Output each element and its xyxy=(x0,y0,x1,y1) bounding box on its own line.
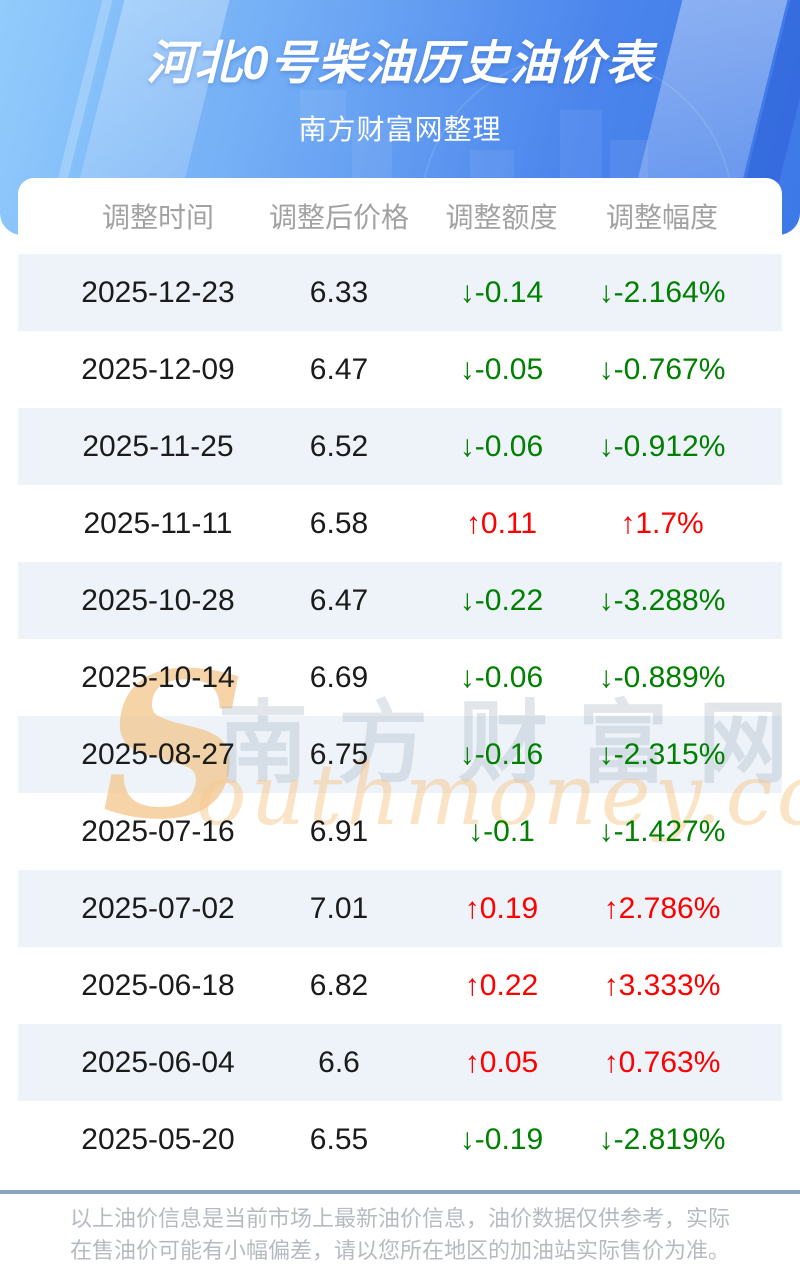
table-row: 2025-06-04 6.6 ↑0.05 ↑0.763% xyxy=(18,1024,782,1101)
change-cell: ↓-0.16 xyxy=(459,737,544,771)
table-row: 2025-10-14 6.69 ↓-0.06 ↓-0.889% xyxy=(18,639,782,716)
table-row: 2025-08-27 6.75 ↓-0.16 ↓-2.315% xyxy=(18,716,782,793)
page-title: 河北0号柴油历史油价表 xyxy=(146,36,654,89)
disclaimer-text: 以上油价信息是当前市场上最新油价信息，油价数据仅供参考，实际 在售油价可能有小幅… xyxy=(0,1203,800,1267)
change-cell: ↓-0.06 xyxy=(459,660,544,694)
change-cell: ↓-0.19 xyxy=(459,1122,544,1156)
header-decor-square xyxy=(300,90,346,136)
date-cell: 2025-12-23 xyxy=(81,275,235,309)
price-cell: 6.69 xyxy=(309,660,369,694)
percent-cell: ↓-3.288% xyxy=(598,583,726,617)
price-cell: 7.01 xyxy=(309,891,369,925)
date-cell: 2025-07-02 xyxy=(81,891,235,925)
percent-cell: ↑3.333% xyxy=(603,968,721,1002)
table-row: 2025-11-11 6.58 ↑0.11 ↑1.7% xyxy=(18,485,782,562)
percent-cell: ↓-1.427% xyxy=(598,814,726,848)
price-cell: 6.58 xyxy=(309,506,369,540)
date-cell: 2025-11-25 xyxy=(82,429,234,463)
change-cell: ↑0.19 xyxy=(464,891,539,925)
column-header-time: 调整时间 xyxy=(101,202,214,233)
column-header-price: 调整后价格 xyxy=(269,202,410,233)
disclaimer-line-2: 在售油价可能有小幅偏差，请以您所在地区的加油站实际售价为准。 xyxy=(69,1238,730,1263)
date-cell: 2025-10-28 xyxy=(81,583,235,617)
page-subtitle: 南方财富网整理 xyxy=(298,114,502,145)
table-row: 2025-05-20 6.55 ↓-0.19 ↓-2.819% xyxy=(18,1101,782,1178)
change-cell: ↓-0.05 xyxy=(459,352,544,386)
table-row: 2025-12-09 6.47 ↓-0.05 ↓-0.767% xyxy=(18,331,782,408)
percent-cell: ↑2.786% xyxy=(603,891,721,925)
price-table-header: 调整时间 调整后价格 调整额度 调整幅度 xyxy=(18,178,782,254)
price-table: 调整时间 调整后价格 调整额度 调整幅度 2025-12-23 6.33 ↓-0… xyxy=(18,178,782,1178)
date-cell: 2025-07-16 xyxy=(81,814,235,848)
table-row: 2025-10-28 6.47 ↓-0.22 ↓-3.288% xyxy=(18,562,782,639)
disclaimer-line-1: 以上油价信息是当前市场上最新油价信息，油价数据仅供参考，实际 xyxy=(69,1206,730,1231)
date-cell: 2025-12-09 xyxy=(81,352,235,386)
change-cell: ↑0.05 xyxy=(464,1045,539,1079)
date-cell: 2025-06-04 xyxy=(81,1045,235,1079)
percent-cell: ↓-2.819% xyxy=(598,1122,726,1156)
table-row: 2025-11-25 6.52 ↓-0.06 ↓-0.912% xyxy=(18,408,782,485)
table-row: 2025-12-23 6.33 ↓-0.14 ↓-2.164% xyxy=(18,254,782,331)
percent-cell: ↓-0.889% xyxy=(598,660,726,694)
percent-cell: ↓-2.315% xyxy=(598,737,726,771)
date-cell: 2025-10-14 xyxy=(81,660,235,694)
price-cell: 6.52 xyxy=(309,429,369,463)
price-cell: 6.75 xyxy=(309,737,369,771)
price-cell: 6.82 xyxy=(309,968,369,1002)
price-table-body: 2025-12-23 6.33 ↓-0.14 ↓-2.164% 2025-12-… xyxy=(18,254,782,1178)
change-cell: ↓-0.1 xyxy=(468,814,535,848)
price-cell: 6.47 xyxy=(309,352,369,386)
change-cell: ↓-0.06 xyxy=(459,429,544,463)
column-header-percent: 调整幅度 xyxy=(606,202,719,233)
price-cell: 6.6 xyxy=(318,1045,360,1079)
change-cell: ↑0.11 xyxy=(465,506,538,540)
percent-cell: ↑1.7% xyxy=(620,506,704,540)
change-cell: ↓-0.22 xyxy=(459,583,544,617)
column-header-change: 调整额度 xyxy=(445,202,558,233)
price-cell: 6.33 xyxy=(309,275,369,309)
date-cell: 2025-11-11 xyxy=(83,506,233,540)
change-cell: ↓-0.14 xyxy=(459,275,544,309)
table-row: 2025-06-18 6.82 ↑0.22 ↑3.333% xyxy=(18,947,782,1024)
date-cell: 2025-06-18 xyxy=(81,968,235,1002)
price-cell: 6.47 xyxy=(309,583,369,617)
percent-cell: ↓-2.164% xyxy=(598,275,726,309)
price-cell: 6.91 xyxy=(309,814,369,848)
percent-cell: ↑0.763% xyxy=(603,1045,721,1079)
change-cell: ↑0.22 xyxy=(464,968,539,1002)
price-cell: 6.55 xyxy=(309,1122,369,1156)
table-row: 2025-07-16 6.91 ↓-0.1 ↓-1.427% xyxy=(18,793,782,870)
percent-cell: ↓-0.912% xyxy=(598,429,726,463)
date-cell: 2025-05-20 xyxy=(81,1122,235,1156)
footer-divider xyxy=(0,1190,800,1194)
percent-cell: ↓-0.767% xyxy=(598,352,726,386)
table-row: 2025-07-02 7.01 ↑0.19 ↑2.786% xyxy=(18,870,782,947)
date-cell: 2025-08-27 xyxy=(81,737,235,771)
